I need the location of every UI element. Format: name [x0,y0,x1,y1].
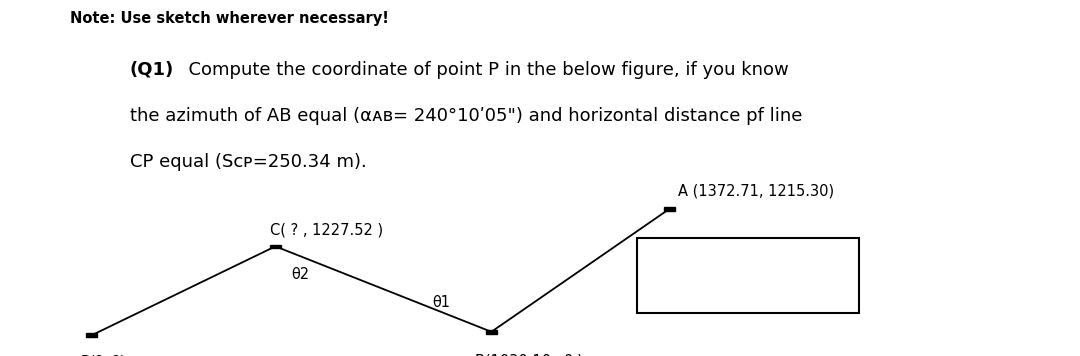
Text: C( ? , 1227.52 ): C( ? , 1227.52 ) [270,222,383,237]
Text: Note: Use sketch wherever necessary!: Note: Use sketch wherever necessary! [70,11,389,26]
Text: Compute the coordinate of point P in the below figure, if you know: Compute the coordinate of point P in the… [177,61,788,79]
Text: CP equal (Sᴄᴘ=250.34 m).: CP equal (Sᴄᴘ=250.34 m). [130,153,366,171]
Text: (Q1): (Q1) [130,61,174,79]
Polygon shape [270,245,281,248]
Text: θ1= 113°56ʹ39": θ1= 113°56ʹ39" [659,249,777,264]
Polygon shape [664,207,675,210]
Polygon shape [86,334,97,337]
Text: θ2= 92°20ʹ18": θ2= 92°20ʹ18" [659,277,768,293]
FancyBboxPatch shape [637,238,859,313]
Text: θ1: θ1 [432,295,450,310]
Polygon shape [486,330,497,334]
Text: P(?, ?): P(?, ?) [81,355,125,356]
Text: θ2: θ2 [292,267,310,282]
Text: B(1030.10 , ? ): B(1030.10 , ? ) [475,353,583,356]
Text: the azimuth of AB equal (αᴀʙ= 240°10ʹ05") and horizontal distance pf line: the azimuth of AB equal (αᴀʙ= 240°10ʹ05"… [130,107,802,125]
Text: A (1372.71, 1215.30): A (1372.71, 1215.30) [678,183,835,198]
